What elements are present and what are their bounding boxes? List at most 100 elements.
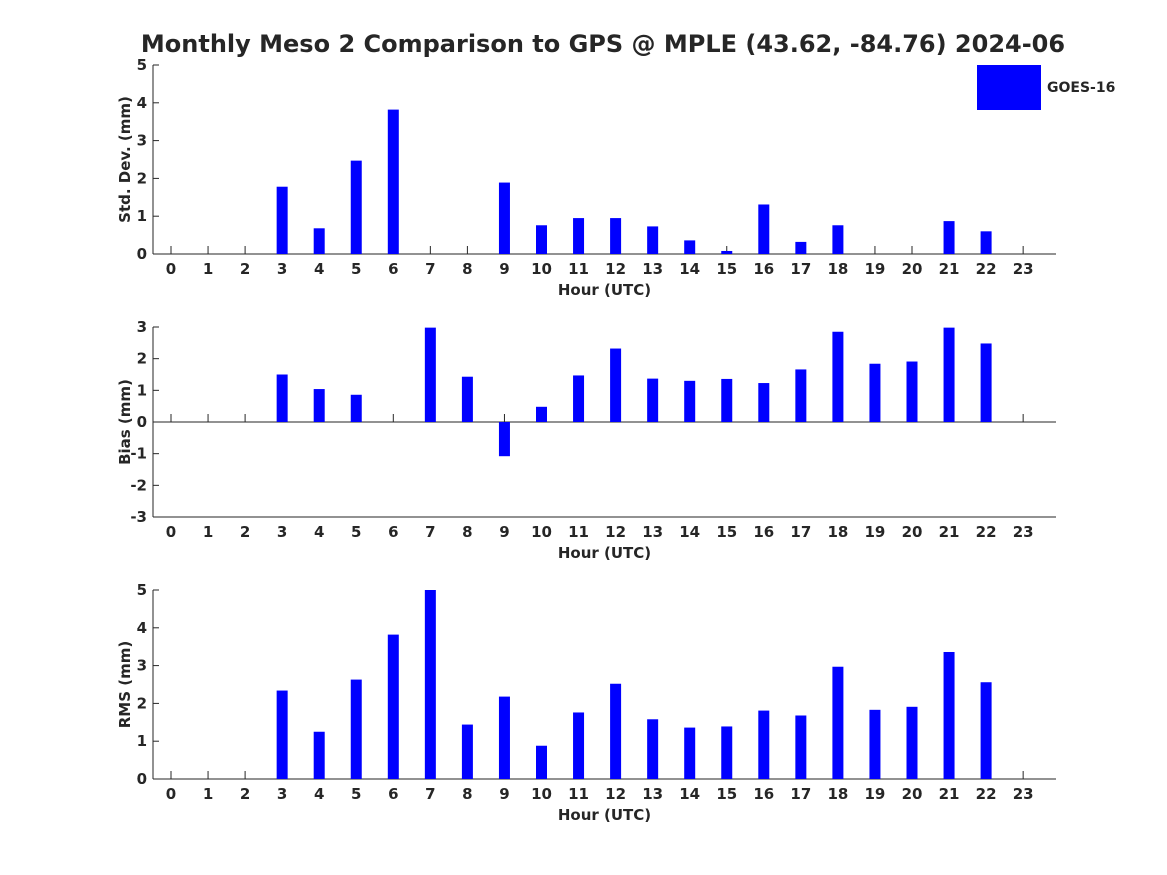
x-tick-label: 6 xyxy=(388,260,398,278)
bar xyxy=(684,240,696,254)
x-tick-label: 9 xyxy=(499,523,509,541)
y-tick-label: 1 xyxy=(137,381,147,399)
bar xyxy=(313,228,325,254)
y-tick-label: 2 xyxy=(137,350,147,368)
x-tick-label: 23 xyxy=(1013,523,1034,541)
bar xyxy=(721,726,733,779)
bar xyxy=(350,160,362,254)
x-tick-label: 8 xyxy=(462,260,472,278)
x-tick-label: 6 xyxy=(388,523,398,541)
bar xyxy=(610,683,622,779)
x-tick-label: 10 xyxy=(531,260,552,278)
x-tick-label: 15 xyxy=(716,523,737,541)
bar xyxy=(276,186,288,254)
bar xyxy=(573,375,585,422)
x-tick-label: 3 xyxy=(277,260,287,278)
y-tick-label: 3 xyxy=(137,132,147,150)
x-tick-label: 2 xyxy=(240,785,250,803)
x-axis-label: Hour (UTC) xyxy=(558,544,651,562)
x-tick-label: 17 xyxy=(790,523,811,541)
x-tick-label: 2 xyxy=(240,260,250,278)
y-tick-label: -1 xyxy=(130,445,147,463)
bar xyxy=(795,369,807,422)
x-tick-label: 7 xyxy=(425,785,435,803)
bar xyxy=(832,666,844,779)
x-tick-label: 4 xyxy=(314,260,324,278)
bar xyxy=(610,218,622,254)
bar xyxy=(276,690,288,779)
x-tick-label: 0 xyxy=(166,785,176,803)
bar xyxy=(980,343,992,422)
x-tick-label: 14 xyxy=(679,260,700,278)
x-tick-label: 15 xyxy=(716,785,737,803)
x-tick-label: 21 xyxy=(939,260,960,278)
bar xyxy=(461,376,473,422)
bar xyxy=(313,389,325,422)
bar xyxy=(647,719,659,779)
bar xyxy=(387,634,399,779)
x-tick-label: 18 xyxy=(827,260,848,278)
y-tick-label: 4 xyxy=(137,94,147,112)
x-tick-label: 4 xyxy=(314,523,324,541)
x-tick-label: 22 xyxy=(976,785,997,803)
bar xyxy=(387,109,399,254)
bar xyxy=(758,710,770,779)
y-axis-label: Bias (mm) xyxy=(116,379,134,465)
bar xyxy=(906,361,918,422)
x-tick-label: 4 xyxy=(314,785,324,803)
bar xyxy=(758,383,770,422)
x-tick-label: 7 xyxy=(425,523,435,541)
x-tick-label: 21 xyxy=(939,785,960,803)
x-tick-label: 19 xyxy=(865,523,886,541)
bar xyxy=(573,712,585,779)
bar xyxy=(276,374,288,422)
bar xyxy=(943,327,955,422)
x-tick-label: 22 xyxy=(976,260,997,278)
x-tick-label: 12 xyxy=(605,260,626,278)
bar xyxy=(610,348,622,422)
bar xyxy=(350,394,362,422)
x-tick-label: 2 xyxy=(240,523,250,541)
x-tick-label: 11 xyxy=(568,260,589,278)
x-tick-label: 16 xyxy=(753,785,774,803)
bar xyxy=(647,378,659,422)
bar xyxy=(647,226,659,254)
x-tick-label: 3 xyxy=(277,523,287,541)
x-tick-label: 13 xyxy=(642,260,663,278)
x-tick-label: 5 xyxy=(351,260,361,278)
y-tick-label: 5 xyxy=(137,56,147,74)
x-tick-label: 19 xyxy=(865,785,886,803)
y-tick-label: -3 xyxy=(130,508,147,526)
bar xyxy=(832,331,844,422)
bar xyxy=(832,225,844,254)
x-tick-label: 11 xyxy=(568,523,589,541)
x-axis-label: Hour (UTC) xyxy=(558,281,651,299)
bar xyxy=(721,250,733,254)
bar xyxy=(498,696,510,779)
x-tick-label: 16 xyxy=(753,523,774,541)
y-tick-label: 2 xyxy=(137,694,147,712)
y-tick-label: 1 xyxy=(137,732,147,750)
x-tick-label: 0 xyxy=(166,523,176,541)
x-tick-label: 12 xyxy=(605,785,626,803)
legend-label: GOES-16 xyxy=(1047,80,1115,96)
y-axis-label: Std. Dev. (mm) xyxy=(116,96,134,223)
legend-swatch xyxy=(977,65,1041,110)
bar xyxy=(869,709,881,779)
y-tick-label: 0 xyxy=(137,245,147,263)
x-tick-label: 20 xyxy=(902,785,923,803)
y-tick-label: 3 xyxy=(137,318,147,336)
x-tick-label: 1 xyxy=(203,785,213,803)
x-tick-label: 10 xyxy=(531,785,552,803)
bar xyxy=(313,731,325,779)
bar xyxy=(461,724,473,779)
y-tick-label: 5 xyxy=(137,581,147,599)
x-tick-label: 14 xyxy=(679,785,700,803)
x-tick-label: 8 xyxy=(462,785,472,803)
x-tick-label: 18 xyxy=(827,785,848,803)
x-tick-label: 9 xyxy=(499,260,509,278)
bar xyxy=(721,378,733,422)
